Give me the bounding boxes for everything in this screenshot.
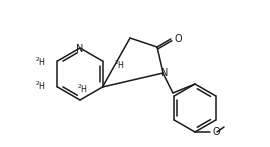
- Text: O: O: [213, 127, 221, 137]
- Text: N: N: [161, 68, 169, 78]
- Text: $^{2}$H: $^{2}$H: [77, 83, 89, 95]
- Text: O: O: [175, 34, 183, 44]
- Text: $^{2}$H: $^{2}$H: [35, 56, 46, 68]
- Text: N: N: [76, 44, 84, 54]
- Text: $^{2}$H: $^{2}$H: [113, 59, 124, 71]
- Text: $^{2}$H: $^{2}$H: [35, 80, 46, 92]
